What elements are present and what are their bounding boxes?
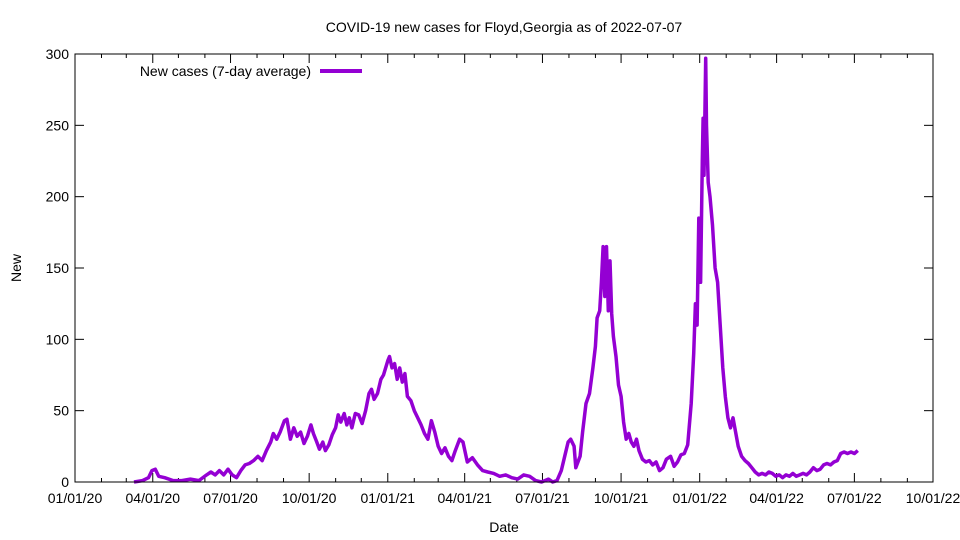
y-axis-title: New bbox=[8, 253, 24, 282]
x-axis-ticks: 01/01/20 04/01/20 07/01/20 10/01/20 01/01/21… bbox=[48, 54, 960, 506]
x-tick-label: 07/01/21 bbox=[515, 490, 570, 506]
y-tick-label: 300 bbox=[46, 46, 70, 62]
y-axis-ticks: 0 50 100 150 200 250 300 bbox=[46, 46, 933, 490]
x-tick-label: 01/01/21 bbox=[361, 490, 416, 506]
y-tick-label: 100 bbox=[46, 331, 70, 347]
x-axis-title: Date bbox=[489, 519, 519, 535]
y-tick-label: 200 bbox=[46, 189, 70, 205]
series-line bbox=[133, 56, 859, 484]
y-tick-label: 0 bbox=[61, 474, 69, 490]
legend-label: New cases (7-day average) bbox=[140, 63, 311, 79]
x-tick-label: 10/01/21 bbox=[594, 490, 649, 506]
y-tick-label: 150 bbox=[46, 260, 70, 276]
x-tick-label: 10/01/20 bbox=[282, 490, 337, 506]
chart-title: COVID-19 new cases for Floyd,Georgia as … bbox=[326, 19, 683, 35]
y-tick-label: 250 bbox=[46, 117, 70, 133]
plot-area-frame bbox=[74, 53, 934, 483]
series-layer bbox=[133, 56, 859, 484]
x-tick-label: 07/01/20 bbox=[203, 490, 258, 506]
y-tick-label: 50 bbox=[53, 403, 69, 419]
x-tick-label: 04/01/22 bbox=[749, 490, 804, 506]
x-tick-label: 01/01/20 bbox=[48, 490, 103, 506]
x-tick-label: 04/01/20 bbox=[126, 490, 181, 506]
x-tick-label: 07/01/22 bbox=[827, 490, 882, 506]
x-tick-label: 04/01/21 bbox=[437, 490, 492, 506]
x-tick-label: 10/01/22 bbox=[906, 490, 960, 506]
legend: New cases (7-day average) bbox=[140, 63, 362, 79]
x-tick-label: 01/01/22 bbox=[672, 490, 727, 506]
